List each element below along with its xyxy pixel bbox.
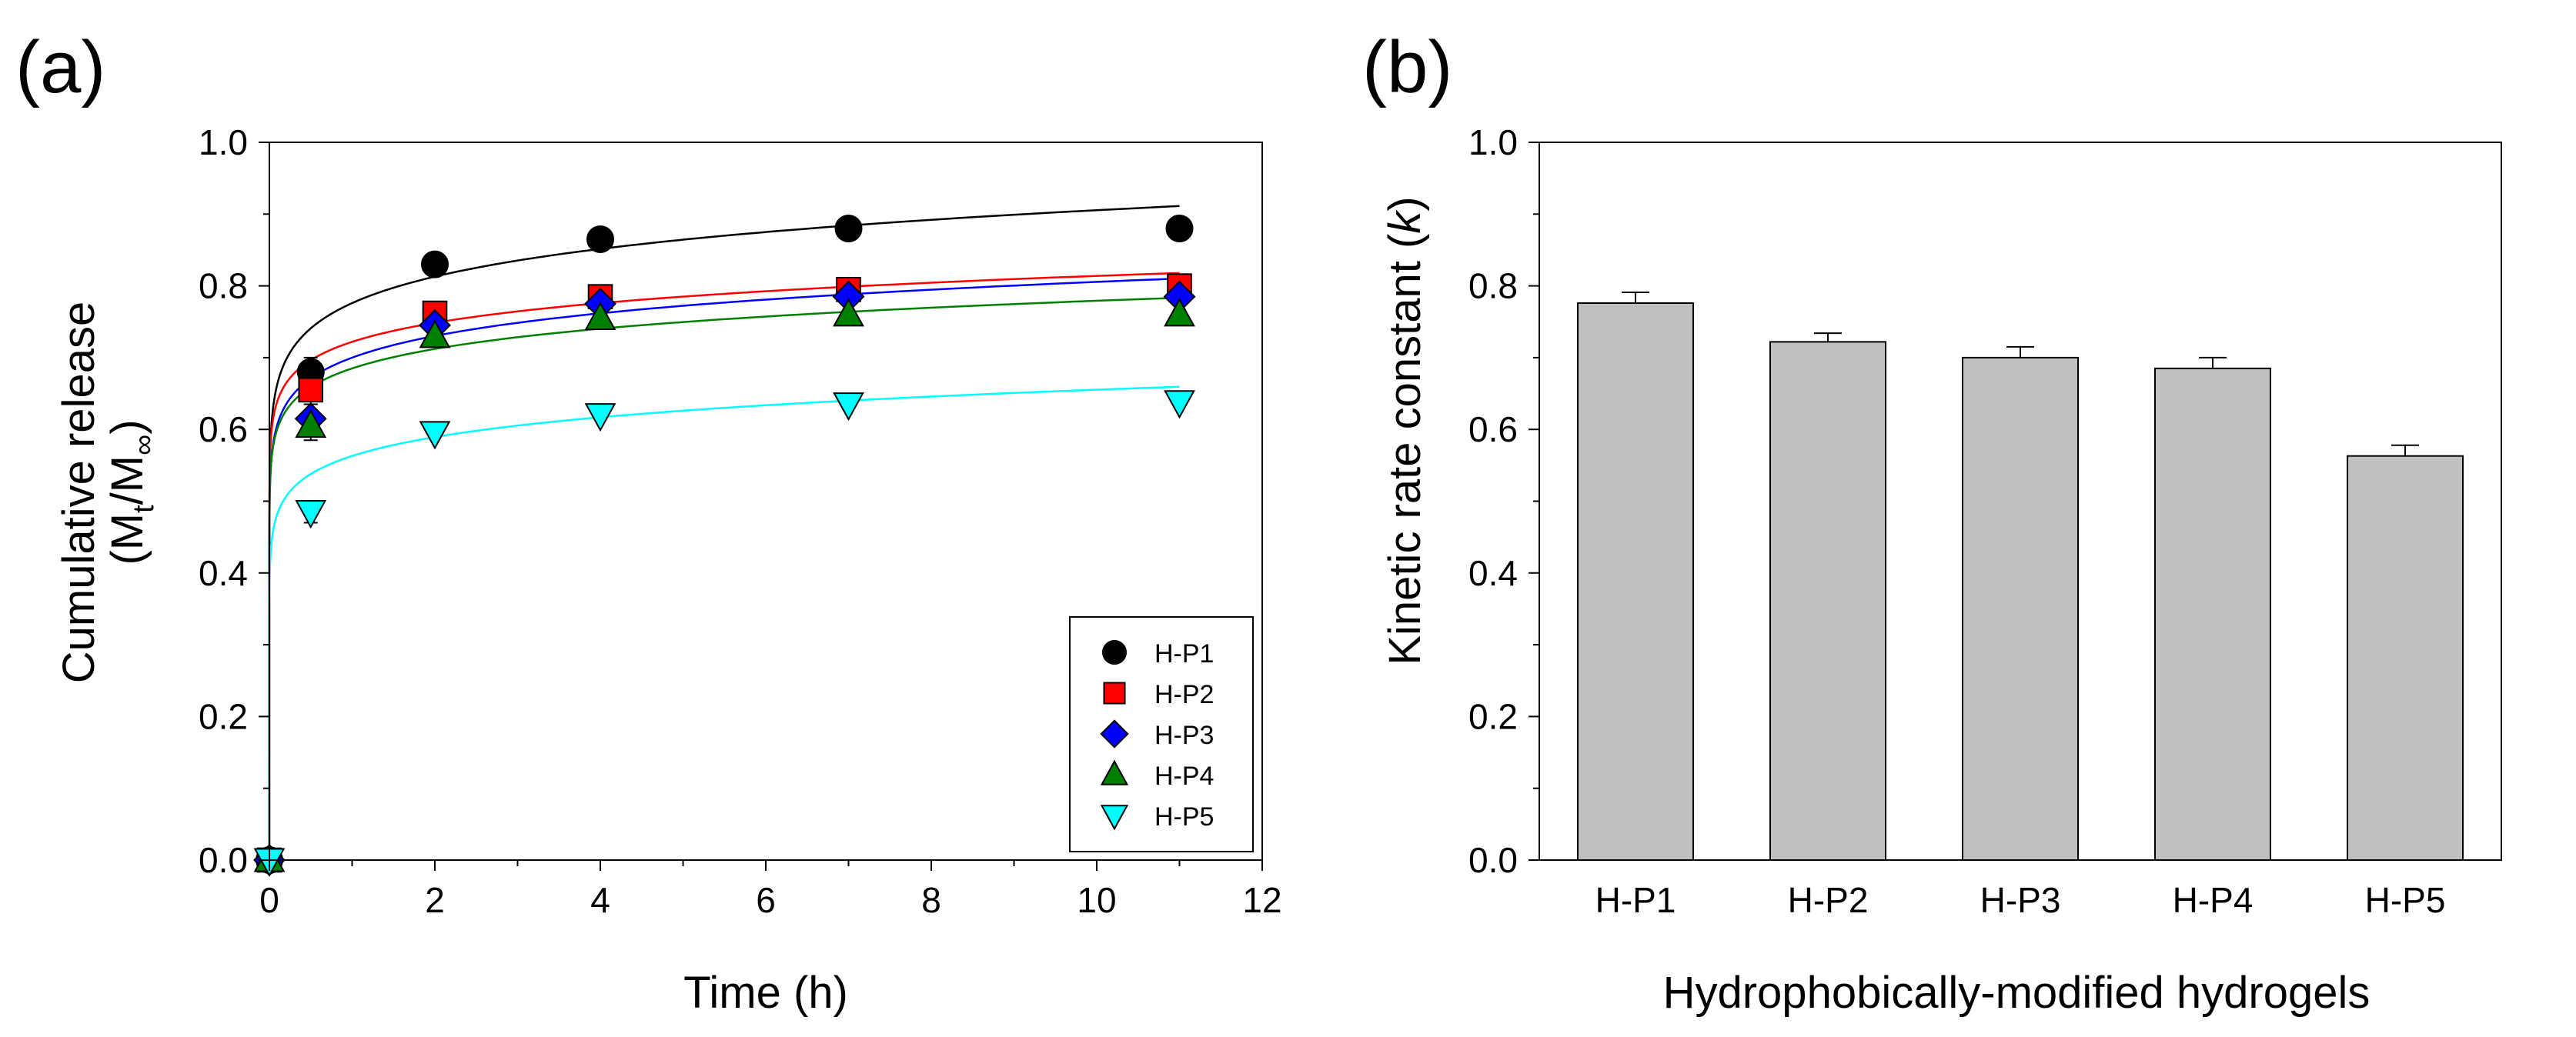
a-y-tick-label: 0.6	[199, 409, 248, 449]
b-bar	[1577, 302, 1694, 861]
a-data-point	[833, 392, 864, 422]
a-y-tick-label: 0.8	[199, 266, 248, 306]
a-data-point	[834, 214, 863, 242]
a-data-points	[253, 214, 1196, 877]
b-x-tick-label: H-P3	[1980, 880, 2061, 920]
b-bar	[1962, 356, 2079, 861]
a-data-point	[421, 250, 449, 278]
a-data-point	[1164, 390, 1195, 419]
b-y-tick-label: 0.8	[1468, 266, 1518, 306]
b-y-axis-title: Kinetic rate constant (k)	[1380, 196, 1430, 665]
b-bar	[2347, 455, 2464, 861]
a-data-point	[295, 500, 327, 529]
a-fit-curves	[268, 205, 1180, 861]
a-legend-marker	[1100, 805, 1129, 831]
a-legend-box	[1069, 616, 1254, 852]
a-legend-label: H-P2	[1154, 680, 1214, 709]
a-y-axis-title-group: Cumulative release	[54, 302, 104, 683]
a-legend-label: H-P5	[1154, 802, 1214, 832]
a-data-point	[586, 225, 614, 253]
b-y-tick-label: 0.4	[1468, 553, 1518, 593]
a-data-point	[419, 421, 451, 450]
a-legend-marker	[1100, 759, 1129, 785]
a-fit-curve	[268, 272, 1180, 861]
a-data-point	[295, 408, 327, 438]
a-y-axis-title: Cumulative release	[54, 302, 104, 683]
a-data-point	[1165, 214, 1194, 242]
b-x-tick-label: H-P4	[2173, 880, 2254, 920]
a-data-point	[584, 301, 616, 331]
b-y-tick-label: 1.0	[1468, 122, 1518, 162]
a-legend-label: H-P1	[1154, 639, 1214, 669]
a-x-tick-label: 10	[1077, 880, 1116, 920]
a-data-point	[419, 319, 451, 348]
a-fit-curve	[268, 205, 1180, 861]
a-data-point	[584, 403, 616, 432]
b-x-tick-label: H-P2	[1788, 880, 1869, 920]
a-fit-curve	[268, 385, 1180, 861]
panel-a: (a) 0 2 4 6 8 10 12 0.0 0.2 0.4 0.6 0.8 1.0 Time (h)…	[15, 26, 1282, 1018]
a-legend-marker	[1103, 682, 1126, 705]
b-y-tick-label: 0.6	[1468, 409, 1518, 449]
a-data-point	[1164, 298, 1195, 327]
panel-b-label: (b)	[1362, 26, 1452, 108]
a-x-axis-title: Time (h)	[683, 968, 848, 1018]
a-legend-label: H-P3	[1154, 721, 1214, 750]
a-legend-label: H-P4	[1154, 762, 1214, 791]
a-data-point	[833, 298, 864, 327]
a-axes: 0 2 4 6 8 10 12 0.0 0.2 0.4 0.6 0.8 1.0	[199, 122, 1282, 920]
a-x-tick-label: 8	[921, 880, 941, 920]
a-fit-curve	[268, 277, 1180, 861]
a-x-tick-label: 6	[756, 880, 776, 920]
b-bar	[1769, 341, 1886, 861]
b-x-axis-title: Hydrophobically-modified hydrogels	[1663, 968, 2371, 1018]
a-y-tick-label: 0.2	[199, 696, 248, 736]
b-bar	[2154, 367, 2271, 861]
a-fit-curve	[268, 296, 1180, 861]
panel-b: (b) H-P1 H-P2 H-P3 H-P4 H-P5 0.0 0.2 0.4 0.6 0.8 1…	[1362, 26, 2502, 1018]
a-y-tick-label: 0.4	[199, 553, 248, 593]
panel-a-label: (a)	[15, 26, 105, 108]
a-x-tick-label: 12	[1242, 880, 1281, 920]
a-y-tick-label: 0.0	[199, 840, 248, 880]
a-data-point	[298, 377, 324, 403]
a-legend-marker	[1102, 640, 1127, 665]
a-legend: H-P1 H-P2 H-P3 H-P4 H-P5	[1069, 616, 1254, 852]
b-axes: H-P1 H-P2 H-P3 H-P4 H-P5 0.0 0.2 0.4 0.6 0.8 1.0	[1468, 122, 2502, 920]
a-y-axis-subtitle: (Mt/M∞)	[102, 419, 160, 565]
b-y-axis-title-group: Kinetic rate constant (k)	[1380, 196, 1430, 665]
a-x-tick-label: 4	[590, 880, 610, 920]
a-x-tick-label: 2	[425, 880, 445, 920]
a-y-axis-subtitle-group: (Mt/M∞)	[102, 419, 160, 565]
a-legend-marker	[1100, 719, 1129, 749]
b-x-tick-label: H-P5	[2365, 880, 2446, 920]
b-y-tick-label: 0.2	[1468, 696, 1518, 736]
b-x-tick-label: H-P1	[1595, 880, 1676, 920]
a-x-tick-label: 0	[259, 880, 279, 920]
b-y-tick-label: 0.0	[1468, 840, 1518, 880]
b-bars	[1577, 302, 2464, 861]
a-y-tick-label: 1.0	[199, 122, 248, 162]
b-error-bars	[1622, 291, 2419, 456]
